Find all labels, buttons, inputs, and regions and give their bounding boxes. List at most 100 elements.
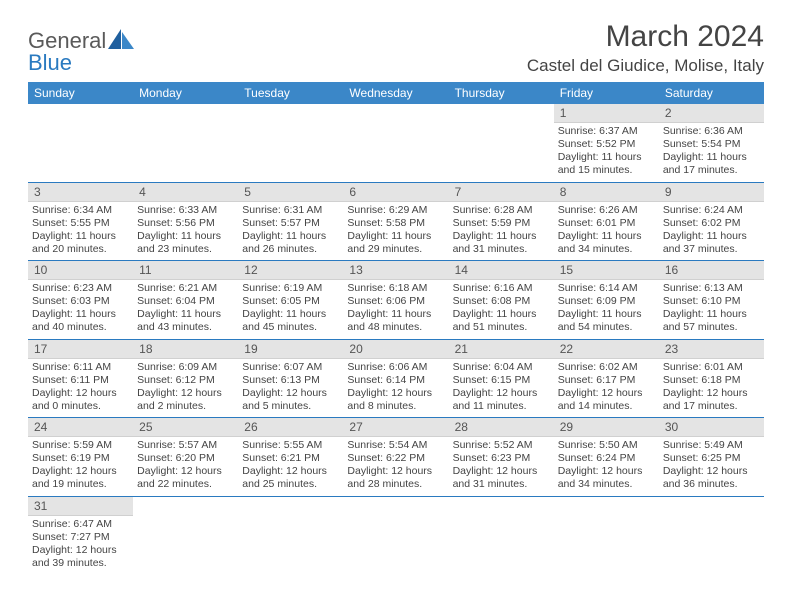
sunset-line: Sunset: 6:09 PM xyxy=(558,295,655,308)
day-body: Sunrise: 6:29 AMSunset: 5:58 PMDaylight:… xyxy=(343,202,448,261)
day-number: 5 xyxy=(238,183,343,202)
calendar-row: 24Sunrise: 5:59 AMSunset: 6:19 PMDayligh… xyxy=(28,418,764,497)
day-body: Sunrise: 6:21 AMSunset: 6:04 PMDaylight:… xyxy=(133,280,238,339)
day-body: Sunrise: 6:23 AMSunset: 6:03 PMDaylight:… xyxy=(28,280,133,339)
sunset-line: Sunset: 5:52 PM xyxy=(558,138,655,151)
sunset-line: Sunset: 6:12 PM xyxy=(137,374,234,387)
daylight-line-2: and 26 minutes. xyxy=(242,243,339,256)
day-body: Sunrise: 6:33 AMSunset: 5:56 PMDaylight:… xyxy=(133,202,238,261)
day-number: 29 xyxy=(554,418,659,437)
sunrise-line: Sunrise: 6:23 AM xyxy=(32,282,129,295)
daylight-line-1: Daylight: 11 hours xyxy=(242,308,339,321)
daylight-line-1: Daylight: 11 hours xyxy=(32,230,129,243)
weekday-header: Friday xyxy=(554,82,659,104)
day-number: 13 xyxy=(343,261,448,280)
day-body: Sunrise: 6:09 AMSunset: 6:12 PMDaylight:… xyxy=(133,359,238,418)
calendar-cell: 4Sunrise: 6:33 AMSunset: 5:56 PMDaylight… xyxy=(133,182,238,261)
calendar-cell: 11Sunrise: 6:21 AMSunset: 6:04 PMDayligh… xyxy=(133,261,238,340)
day-number: 4 xyxy=(133,183,238,202)
sunset-line: Sunset: 6:23 PM xyxy=(453,452,550,465)
daylight-line-2: and 28 minutes. xyxy=(347,478,444,491)
sunset-line: Sunset: 6:17 PM xyxy=(558,374,655,387)
daylight-line-1: Daylight: 11 hours xyxy=(558,151,655,164)
daylight-line-2: and 48 minutes. xyxy=(347,321,444,334)
weekday-header: Thursday xyxy=(449,82,554,104)
logo-sub: Blue xyxy=(28,50,72,76)
daylight-line-2: and 37 minutes. xyxy=(663,243,760,256)
day-body: Sunrise: 6:34 AMSunset: 5:55 PMDaylight:… xyxy=(28,202,133,261)
sunrise-line: Sunrise: 6:13 AM xyxy=(663,282,760,295)
daylight-line-1: Daylight: 11 hours xyxy=(663,151,760,164)
daylight-line-2: and 57 minutes. xyxy=(663,321,760,334)
daylight-line-1: Daylight: 11 hours xyxy=(347,230,444,243)
day-number: 28 xyxy=(449,418,554,437)
calendar-cell-empty xyxy=(238,496,343,574)
sunset-line: Sunset: 5:55 PM xyxy=(32,217,129,230)
weekday-header: Sunday xyxy=(28,82,133,104)
calendar-cell: 9Sunrise: 6:24 AMSunset: 6:02 PMDaylight… xyxy=(659,182,764,261)
sunrise-line: Sunrise: 6:33 AM xyxy=(137,204,234,217)
sunrise-line: Sunrise: 5:50 AM xyxy=(558,439,655,452)
sunrise-line: Sunrise: 5:55 AM xyxy=(242,439,339,452)
day-number: 21 xyxy=(449,340,554,359)
daylight-line-2: and 25 minutes. xyxy=(242,478,339,491)
sunrise-line: Sunrise: 6:02 AM xyxy=(558,361,655,374)
daylight-line-2: and 34 minutes. xyxy=(558,243,655,256)
day-body: Sunrise: 6:18 AMSunset: 6:06 PMDaylight:… xyxy=(343,280,448,339)
day-body: Sunrise: 6:04 AMSunset: 6:15 PMDaylight:… xyxy=(449,359,554,418)
sunrise-line: Sunrise: 6:11 AM xyxy=(32,361,129,374)
daylight-line-1: Daylight: 11 hours xyxy=(242,230,339,243)
sunrise-line: Sunrise: 5:57 AM xyxy=(137,439,234,452)
day-number: 22 xyxy=(554,340,659,359)
calendar-cell: 30Sunrise: 5:49 AMSunset: 6:25 PMDayligh… xyxy=(659,418,764,497)
calendar-cell: 6Sunrise: 6:29 AMSunset: 5:58 PMDaylight… xyxy=(343,182,448,261)
header: General March 2024 Castel del Giudice, M… xyxy=(28,20,764,76)
day-number: 11 xyxy=(133,261,238,280)
sunrise-line: Sunrise: 5:59 AM xyxy=(32,439,129,452)
daylight-line-1: Daylight: 12 hours xyxy=(32,544,129,557)
daylight-line-1: Daylight: 12 hours xyxy=(242,465,339,478)
daylight-line-1: Daylight: 11 hours xyxy=(347,308,444,321)
day-number: 25 xyxy=(133,418,238,437)
calendar-cell: 13Sunrise: 6:18 AMSunset: 6:06 PMDayligh… xyxy=(343,261,448,340)
daylight-line-1: Daylight: 11 hours xyxy=(663,230,760,243)
calendar-table: SundayMondayTuesdayWednesdayThursdayFrid… xyxy=(28,82,764,574)
daylight-line-1: Daylight: 12 hours xyxy=(137,387,234,400)
day-number: 6 xyxy=(343,183,448,202)
sunset-line: Sunset: 6:01 PM xyxy=(558,217,655,230)
weekday-header: Monday xyxy=(133,82,238,104)
calendar-cell: 8Sunrise: 6:26 AMSunset: 6:01 PMDaylight… xyxy=(554,182,659,261)
daylight-line-1: Daylight: 12 hours xyxy=(453,465,550,478)
calendar-cell: 1Sunrise: 6:37 AMSunset: 5:52 PMDaylight… xyxy=(554,104,659,182)
day-number: 12 xyxy=(238,261,343,280)
day-number: 7 xyxy=(449,183,554,202)
sunrise-line: Sunrise: 5:54 AM xyxy=(347,439,444,452)
daylight-line-1: Daylight: 12 hours xyxy=(347,465,444,478)
sunset-line: Sunset: 6:25 PM xyxy=(663,452,760,465)
daylight-line-2: and 5 minutes. xyxy=(242,400,339,413)
daylight-line-2: and 45 minutes. xyxy=(242,321,339,334)
day-number: 17 xyxy=(28,340,133,359)
calendar-row: 17Sunrise: 6:11 AMSunset: 6:11 PMDayligh… xyxy=(28,339,764,418)
calendar-cell: 19Sunrise: 6:07 AMSunset: 6:13 PMDayligh… xyxy=(238,339,343,418)
sunset-line: Sunset: 6:08 PM xyxy=(453,295,550,308)
day-body: Sunrise: 6:14 AMSunset: 6:09 PMDaylight:… xyxy=(554,280,659,339)
day-number: 3 xyxy=(28,183,133,202)
logo-sail-icon xyxy=(108,29,134,54)
daylight-line-2: and 17 minutes. xyxy=(663,164,760,177)
daylight-line-1: Daylight: 12 hours xyxy=(137,465,234,478)
sunset-line: Sunset: 7:27 PM xyxy=(32,531,129,544)
calendar-cell-empty xyxy=(343,496,448,574)
daylight-line-1: Daylight: 11 hours xyxy=(137,308,234,321)
sunset-line: Sunset: 6:18 PM xyxy=(663,374,760,387)
sunrise-line: Sunrise: 6:01 AM xyxy=(663,361,760,374)
calendar-row: 3Sunrise: 6:34 AMSunset: 5:55 PMDaylight… xyxy=(28,182,764,261)
day-body: Sunrise: 6:07 AMSunset: 6:13 PMDaylight:… xyxy=(238,359,343,418)
sunset-line: Sunset: 6:10 PM xyxy=(663,295,760,308)
sunrise-line: Sunrise: 6:28 AM xyxy=(453,204,550,217)
day-body: Sunrise: 6:19 AMSunset: 6:05 PMDaylight:… xyxy=(238,280,343,339)
calendar-cell: 3Sunrise: 6:34 AMSunset: 5:55 PMDaylight… xyxy=(28,182,133,261)
daylight-line-2: and 40 minutes. xyxy=(32,321,129,334)
calendar-cell: 14Sunrise: 6:16 AMSunset: 6:08 PMDayligh… xyxy=(449,261,554,340)
calendar-cell: 16Sunrise: 6:13 AMSunset: 6:10 PMDayligh… xyxy=(659,261,764,340)
